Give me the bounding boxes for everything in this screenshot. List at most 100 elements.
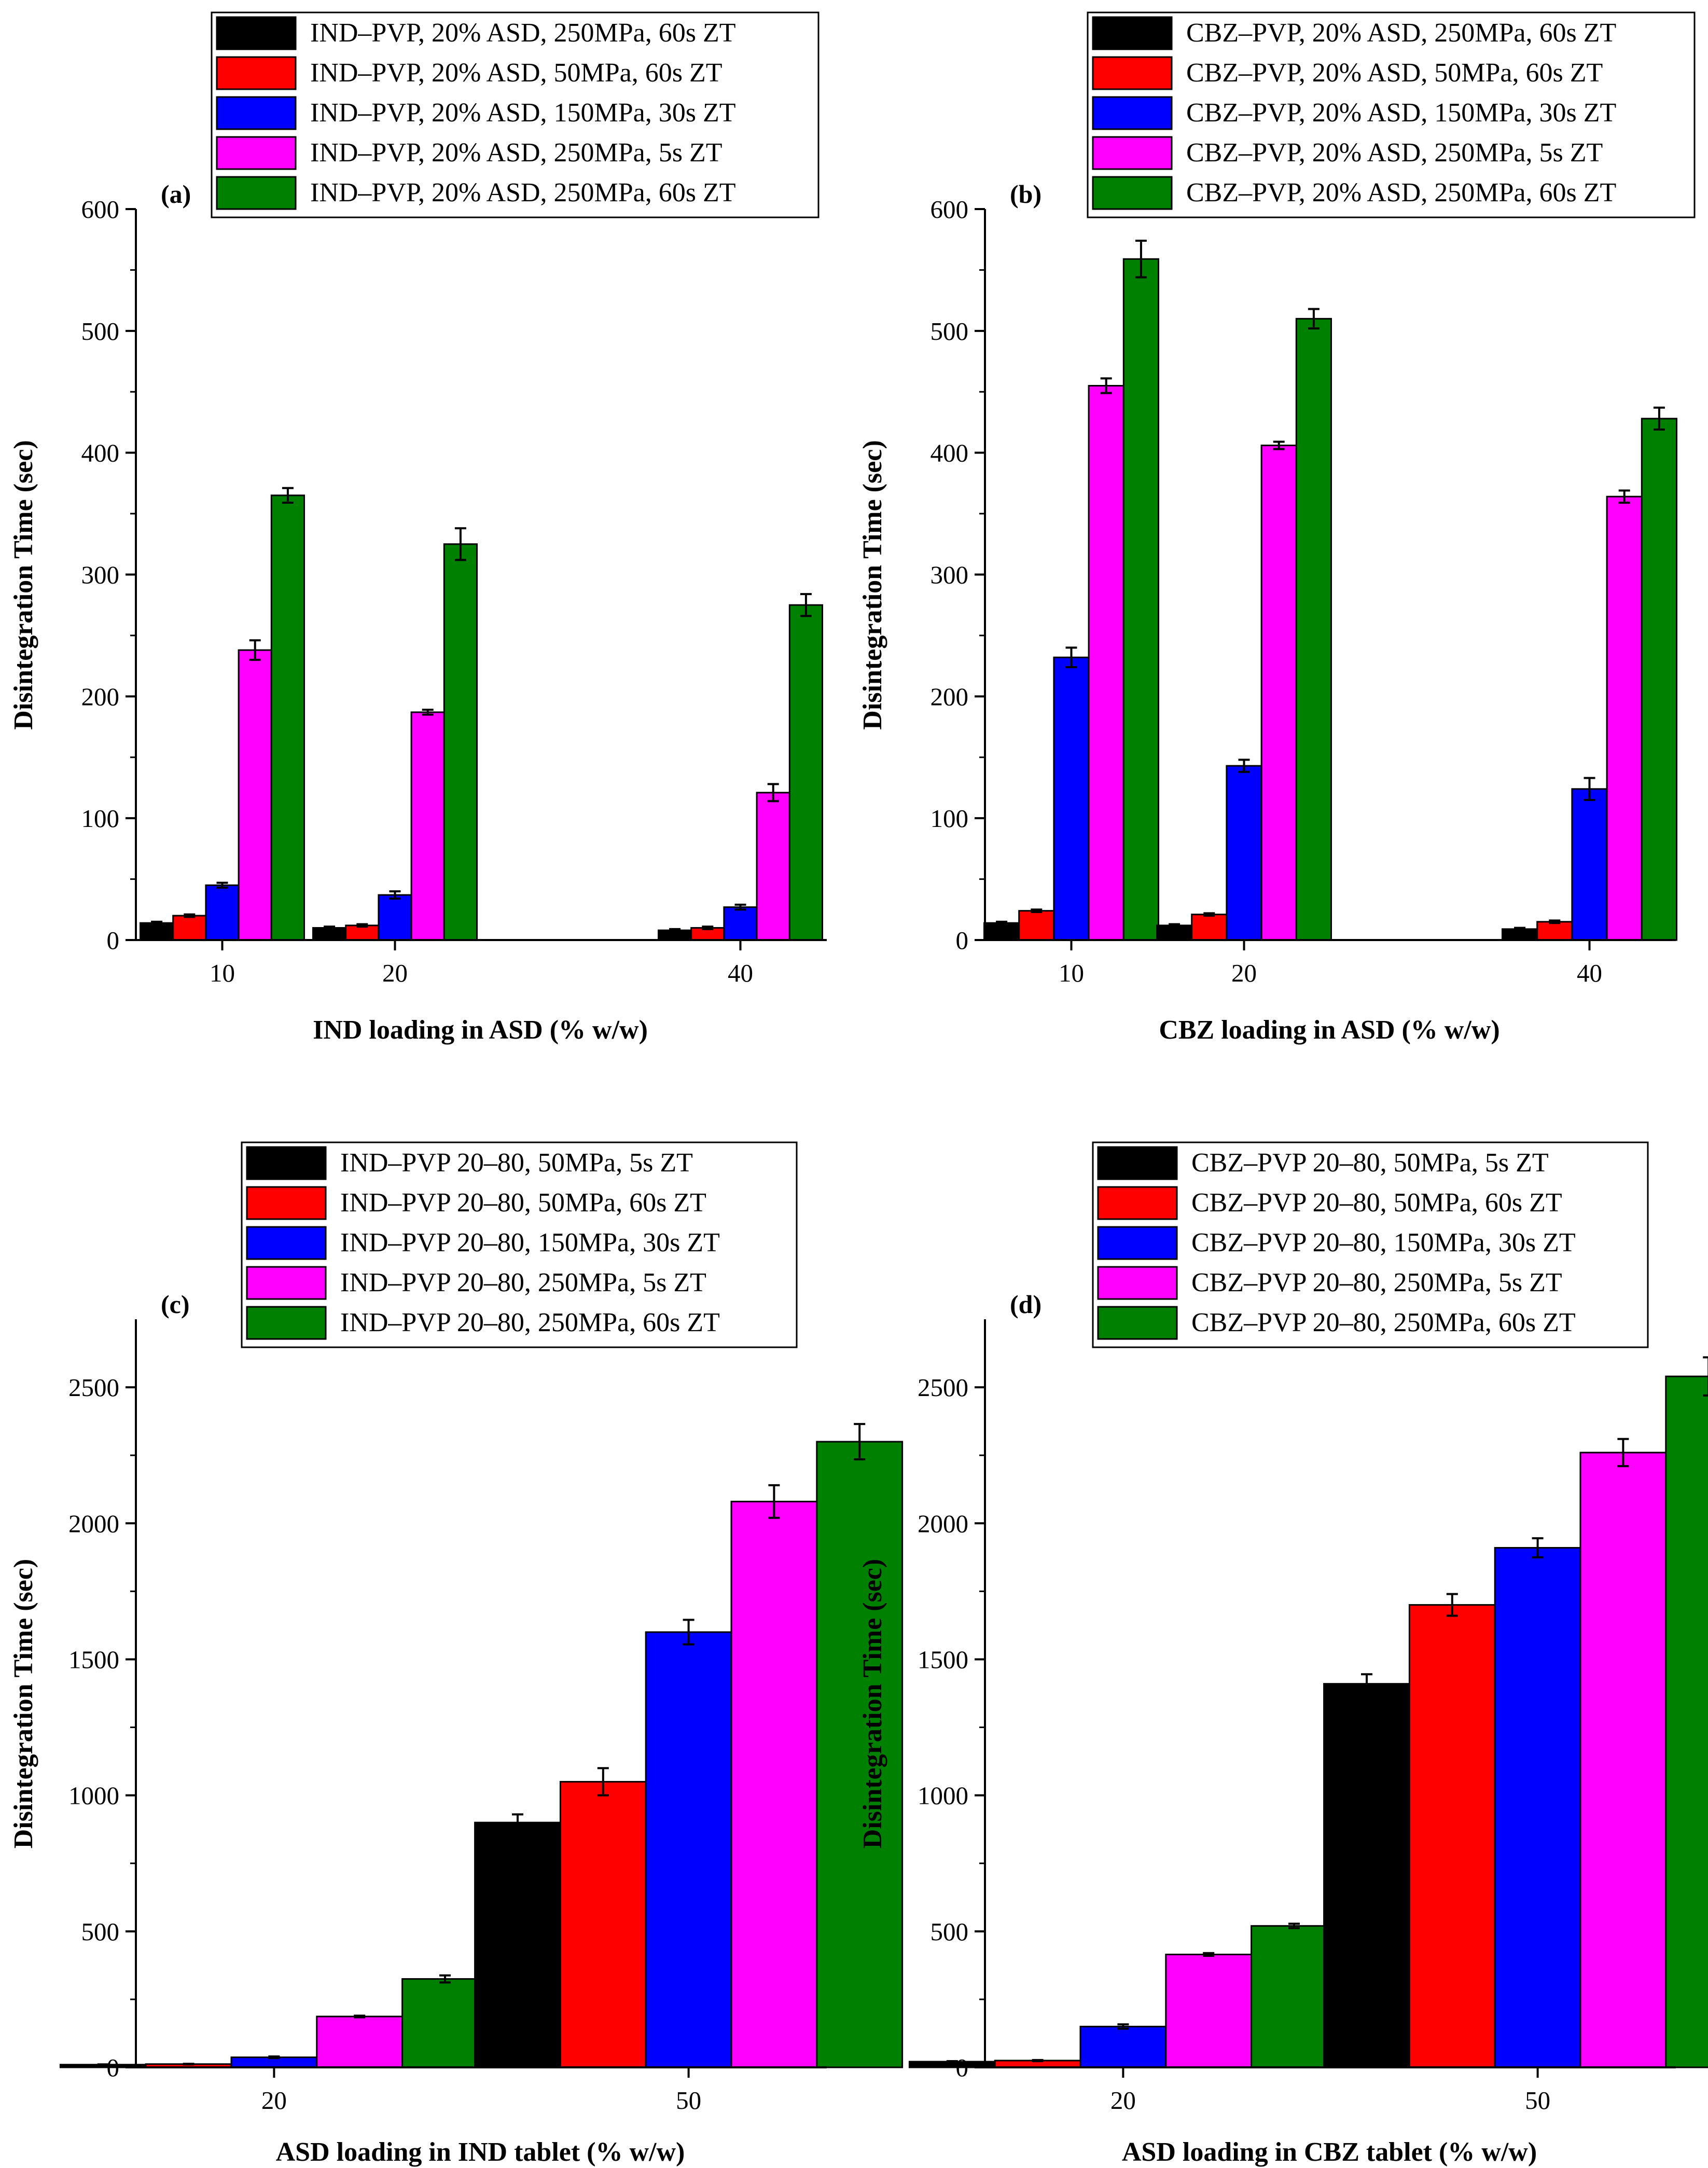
bar	[270, 494, 305, 941]
y-tick-label: 1500	[68, 1645, 119, 1674]
panel-label: (a)	[161, 179, 191, 209]
legend: CBZ–PVP 20–80, 50MPa, 5s ZT CBZ–PVP 20–80…	[1092, 1141, 1649, 1348]
y-tick-label: 100	[81, 804, 120, 833]
error-bar	[1549, 919, 1561, 924]
error-bar	[1273, 440, 1285, 450]
legend-label: IND–PVP 20–80, 50MPa, 5s ZT	[340, 1148, 693, 1178]
legend-label: CBZ–PVP 20–80, 250MPa, 60s ZT	[1191, 1308, 1576, 1337]
bar	[788, 604, 824, 941]
y-tick-label: 0	[107, 2053, 120, 2082]
legend-swatch	[1092, 56, 1173, 90]
bar	[378, 894, 412, 941]
bar	[723, 906, 758, 941]
x-tick-label: 40	[1577, 959, 1602, 987]
bar	[559, 1780, 647, 2068]
legend-swatch	[246, 1186, 327, 1220]
bar	[1079, 2025, 1167, 2068]
legend-label: IND–PVP 20–80, 250MPa, 5s ZT	[340, 1268, 706, 1297]
error-bar	[439, 1974, 451, 1984]
legend-item: IND–PVP 20–80, 250MPa, 5s ZT	[246, 1266, 706, 1300]
legend-swatch	[1092, 176, 1173, 210]
error-bar	[996, 920, 1008, 926]
error-bar	[1288, 1923, 1300, 1929]
legend-item: CBZ–PVP 20–80, 250MPa, 5s ZT	[1097, 1266, 1562, 1300]
legend-swatch	[1097, 1266, 1178, 1300]
y-tick-label: 200	[81, 682, 120, 711]
legend: IND–PVP 20–80, 50MPa, 5s ZT IND–PVP 20–80…	[241, 1141, 798, 1348]
legend-swatch	[246, 1226, 327, 1260]
y-tick-label: 1500	[918, 1645, 968, 1674]
y-tick-label: 600	[81, 195, 120, 224]
x-tick-label: 20	[1231, 959, 1257, 987]
legend-label: IND–PVP 20–80, 150MPa, 30s ZT	[340, 1228, 720, 1258]
bar	[1018, 910, 1055, 941]
bar	[1226, 765, 1262, 941]
legend-item: CBZ–PVP 20–80, 250MPa, 60s ZT	[1097, 1306, 1576, 1340]
legend-label: IND–PVP 20–80, 50MPa, 60s ZT	[340, 1188, 706, 1218]
error-bar	[1532, 1537, 1544, 1558]
x-tick-label: 50	[676, 2086, 701, 2115]
legend-label: IND–PVP, 20% ASD, 250MPa, 60s ZT	[310, 18, 736, 48]
y-tick-label: 0	[956, 2053, 969, 2082]
error-bar	[422, 709, 434, 716]
legend-label: IND–PVP, 20% ASD, 150MPa, 30s ZT	[310, 98, 736, 128]
x-axis-title: ASD loading in CBZ tablet (% w/w)	[1122, 2137, 1537, 2167]
error-bar	[1031, 908, 1043, 913]
legend-label: IND–PVP 20–80, 250MPa, 60s ZT	[340, 1308, 720, 1337]
x-tick-label: 20	[1110, 2086, 1136, 2115]
error-bar	[151, 920, 163, 926]
error-bar	[1032, 2059, 1044, 2062]
y-tick-label: 500	[81, 317, 120, 346]
error-bar	[1203, 1952, 1215, 1957]
x-tick-label: 50	[1525, 2086, 1550, 2115]
panel-label: (b)	[1010, 179, 1042, 209]
legend-item: CBZ–PVP, 20% ASD, 150MPa, 30s ZT	[1092, 96, 1616, 130]
legend-swatch	[216, 56, 297, 90]
error-bar	[1135, 240, 1147, 279]
panel-label: (d)	[1010, 1290, 1042, 1319]
y-tick-label: 300	[931, 561, 969, 589]
legend-swatch	[216, 96, 297, 130]
legend-frame	[1092, 1141, 1649, 1348]
y-tick-label: 400	[931, 439, 969, 467]
y-axis-title: Disintegration Time (sec)	[9, 440, 38, 729]
y-tick-label: 500	[931, 1917, 969, 1946]
legend-label: IND–PVP, 20% ASD, 250MPa, 5s ZT	[310, 138, 723, 168]
bar	[410, 711, 445, 941]
bar	[1579, 1452, 1667, 2068]
y-tick-label: 2500	[68, 1373, 119, 1402]
y-tick-label: 100	[931, 804, 969, 833]
bar	[983, 922, 1020, 941]
error-bar	[1584, 777, 1595, 801]
bar	[238, 649, 272, 941]
error-bar	[1308, 308, 1320, 330]
legend: IND–PVP, 20% ASD, 250MPa, 60s ZT IND–PVP,…	[211, 11, 820, 218]
legend-swatch	[1097, 1226, 1178, 1260]
bar	[1606, 495, 1643, 941]
legend-label: CBZ–PVP, 20% ASD, 250MPa, 5s ZT	[1186, 138, 1603, 168]
bar	[1665, 1375, 1708, 2068]
error-bar	[249, 639, 261, 661]
legend-item: IND–PVP, 20% ASD, 50MPa, 60s ZT	[216, 56, 723, 90]
y-tick-label: 2500	[918, 1373, 968, 1402]
error-bar	[768, 1484, 780, 1519]
y-axis-title: Disintegration Time (sec)	[9, 1559, 38, 1848]
error-bar	[1361, 1673, 1372, 1694]
error-bar	[1446, 1593, 1458, 1617]
legend-item: IND–PVP 20–80, 50MPa, 5s ZT	[246, 1146, 693, 1180]
error-bar	[1203, 912, 1215, 917]
x-tick-label: 20	[261, 2086, 287, 2115]
error-bar	[1065, 646, 1077, 668]
error-bar	[702, 926, 714, 930]
legend-swatch	[1092, 136, 1173, 170]
y-tick-label: 600	[931, 195, 969, 224]
error-bar	[1514, 927, 1526, 932]
error-bar	[946, 2060, 958, 2064]
legend-item: CBZ–PVP 20–80, 50MPa, 60s ZT	[1097, 1186, 1562, 1220]
y-tick-label: 500	[931, 317, 969, 346]
bar	[1251, 1925, 1338, 2068]
panel-a: 0 100 200 300 400 500 600 10 20 40 IND loading in …	[9, 11, 827, 1045]
bar	[172, 915, 207, 941]
bar	[1053, 656, 1090, 941]
